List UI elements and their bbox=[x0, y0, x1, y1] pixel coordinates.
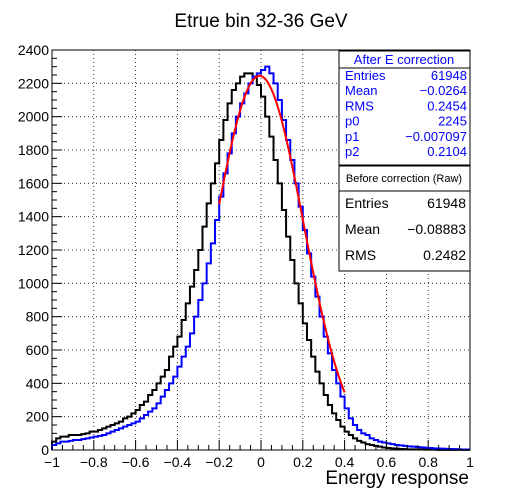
stats-after-value: −0.0264 bbox=[420, 83, 467, 98]
stats-box-raw-frame bbox=[338, 165, 471, 192]
stats-raw-rows: Entries 61948 Mean −0.08883 RMS 0.2482 bbox=[345, 195, 466, 263]
y-axis: 0 200 400 600 800 1000 1200 1400 1600 1800 2000 220… bbox=[18, 42, 62, 458]
y-tick-label: 600 bbox=[26, 342, 50, 358]
series-layer bbox=[51, 65, 470, 451]
stats-after-label: p0 bbox=[345, 114, 359, 129]
stats-box-raw-body bbox=[338, 190, 471, 272]
y-tick-label: 400 bbox=[26, 375, 50, 391]
y-tick-label: 200 bbox=[26, 409, 50, 425]
y-tick-label: 1000 bbox=[18, 275, 49, 291]
stats-after-label: Entries bbox=[345, 68, 386, 83]
y-tick-label: 1600 bbox=[18, 175, 49, 191]
stats-raw-value: 61948 bbox=[427, 195, 466, 211]
stats-raw-value: −0.08883 bbox=[407, 221, 466, 237]
stats-after-label: Mean bbox=[345, 83, 378, 98]
stats-box-after-frame bbox=[338, 50, 471, 166]
stats-after-label: RMS bbox=[345, 98, 374, 113]
y-tick-label: 2200 bbox=[18, 75, 49, 91]
stats-after-header: After E correction bbox=[354, 52, 454, 67]
y-tick-label: 1400 bbox=[18, 209, 49, 225]
stats-after-label: p2 bbox=[345, 144, 359, 159]
stats-raw-label: Entries bbox=[345, 195, 389, 211]
stats-raw-value: 0.2482 bbox=[423, 247, 466, 263]
x-tick-label: −0.6 bbox=[122, 454, 150, 470]
y-tick-label: 800 bbox=[26, 309, 50, 325]
series-2-fit-curve bbox=[218, 74, 346, 393]
stats-after-value: 0.2104 bbox=[427, 144, 467, 159]
stats-after-rows: Entries 61948 Mean −0.0264 RMS 0.2454 p0 2245 p1… bbox=[345, 68, 467, 159]
y-tick-label: 1800 bbox=[18, 142, 49, 158]
y-tick-label: 1200 bbox=[18, 242, 49, 258]
x-axis-label: Energy response bbox=[325, 468, 469, 489]
x-tick-label: 0.2 bbox=[293, 454, 313, 470]
stats-after-value: −0.007097 bbox=[405, 129, 467, 144]
y-tick-label: 2400 bbox=[18, 42, 49, 58]
x-tick-label: 0 bbox=[257, 454, 265, 470]
stats-raw-header: Before correction (Raw) bbox=[346, 173, 462, 185]
x-tick-label: 0.4 bbox=[335, 454, 355, 470]
x-tick-label: −1 bbox=[44, 454, 60, 470]
x-tick-label: −0.2 bbox=[205, 454, 233, 470]
stats-raw-label: RMS bbox=[345, 247, 376, 263]
x-tick-label: 0.8 bbox=[418, 454, 438, 470]
stats-box-raw: Before correction (Raw) Entries 61948 Mean… bbox=[338, 165, 471, 272]
y-tick-label: 2000 bbox=[18, 109, 49, 125]
x-tick-label: −0.4 bbox=[164, 454, 192, 470]
stats-after-value: 2245 bbox=[438, 114, 467, 129]
stats-raw-label: Mean bbox=[345, 221, 380, 237]
x-tick-label: 0.6 bbox=[377, 454, 397, 470]
chart-title: Etrue bin 32-36 GeV bbox=[174, 11, 348, 32]
stats-box-after: After E correction Entries 61948 Mean −0.02… bbox=[338, 50, 471, 166]
stats-after-label: p1 bbox=[345, 129, 359, 144]
stats-after-value: 0.2454 bbox=[427, 98, 467, 113]
series-1-step-line bbox=[51, 65, 470, 451]
x-tick-label: 1 bbox=[466, 454, 474, 470]
x-axis: −1 −0.8 −0.6 −0.4 −0.2 0 0.2 0.4 0.6 0.8 1 bbox=[44, 440, 474, 470]
x-tick-label: −0.8 bbox=[80, 454, 108, 470]
stats-after-value: 61948 bbox=[431, 68, 467, 83]
y-tick-label: 0 bbox=[41, 442, 49, 458]
